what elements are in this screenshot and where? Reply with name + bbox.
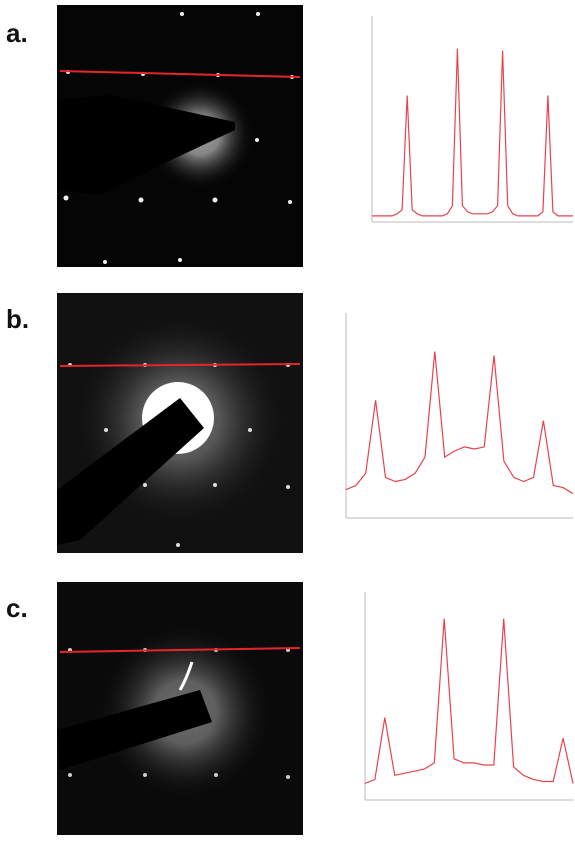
panel-label: c. xyxy=(6,593,28,623)
diffraction-image-c xyxy=(57,582,303,835)
profile-line xyxy=(364,618,574,785)
diffraction-image-b xyxy=(57,293,303,553)
panel-label: a. xyxy=(6,18,28,48)
profile-line xyxy=(345,351,574,495)
panel-label: b. xyxy=(6,304,29,334)
diffraction-image-a xyxy=(57,5,303,267)
profile-line xyxy=(372,48,573,217)
